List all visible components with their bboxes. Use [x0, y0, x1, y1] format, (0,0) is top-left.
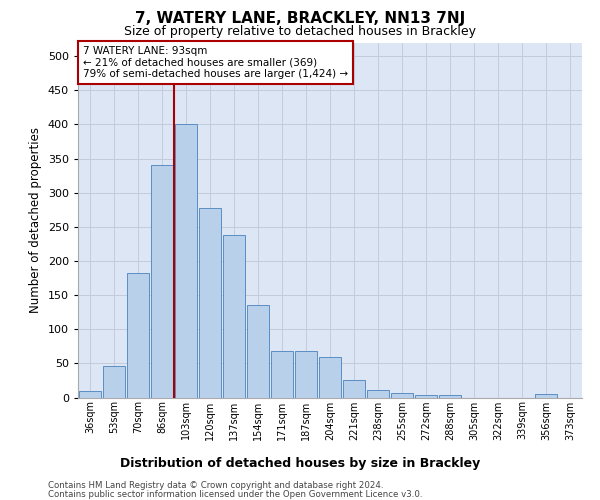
Bar [415, 395, 437, 398]
Bar [223, 235, 245, 398]
Bar [127, 273, 149, 398]
Text: Contains public sector information licensed under the Open Government Licence v3: Contains public sector information licen… [48, 490, 422, 499]
Bar [439, 396, 461, 398]
Text: Contains HM Land Registry data © Crown copyright and database right 2024.: Contains HM Land Registry data © Crown c… [48, 481, 383, 490]
Bar [247, 306, 269, 398]
Bar [367, 390, 389, 398]
Bar [343, 380, 365, 398]
Bar [391, 394, 413, 398]
Bar [175, 124, 197, 398]
Y-axis label: Number of detached properties: Number of detached properties [29, 127, 42, 313]
Text: Distribution of detached houses by size in Brackley: Distribution of detached houses by size … [120, 458, 480, 470]
Bar [295, 351, 317, 398]
Bar [151, 166, 173, 398]
Bar [535, 394, 557, 398]
Bar [271, 351, 293, 398]
Bar [79, 390, 101, 398]
Bar [319, 356, 341, 398]
Text: 7 WATERY LANE: 93sqm
← 21% of detached houses are smaller (369)
79% of semi-deta: 7 WATERY LANE: 93sqm ← 21% of detached h… [83, 46, 348, 79]
Text: Size of property relative to detached houses in Brackley: Size of property relative to detached ho… [124, 25, 476, 38]
Bar [103, 366, 125, 398]
Bar [199, 208, 221, 398]
Text: 7, WATERY LANE, BRACKLEY, NN13 7NJ: 7, WATERY LANE, BRACKLEY, NN13 7NJ [135, 11, 465, 26]
